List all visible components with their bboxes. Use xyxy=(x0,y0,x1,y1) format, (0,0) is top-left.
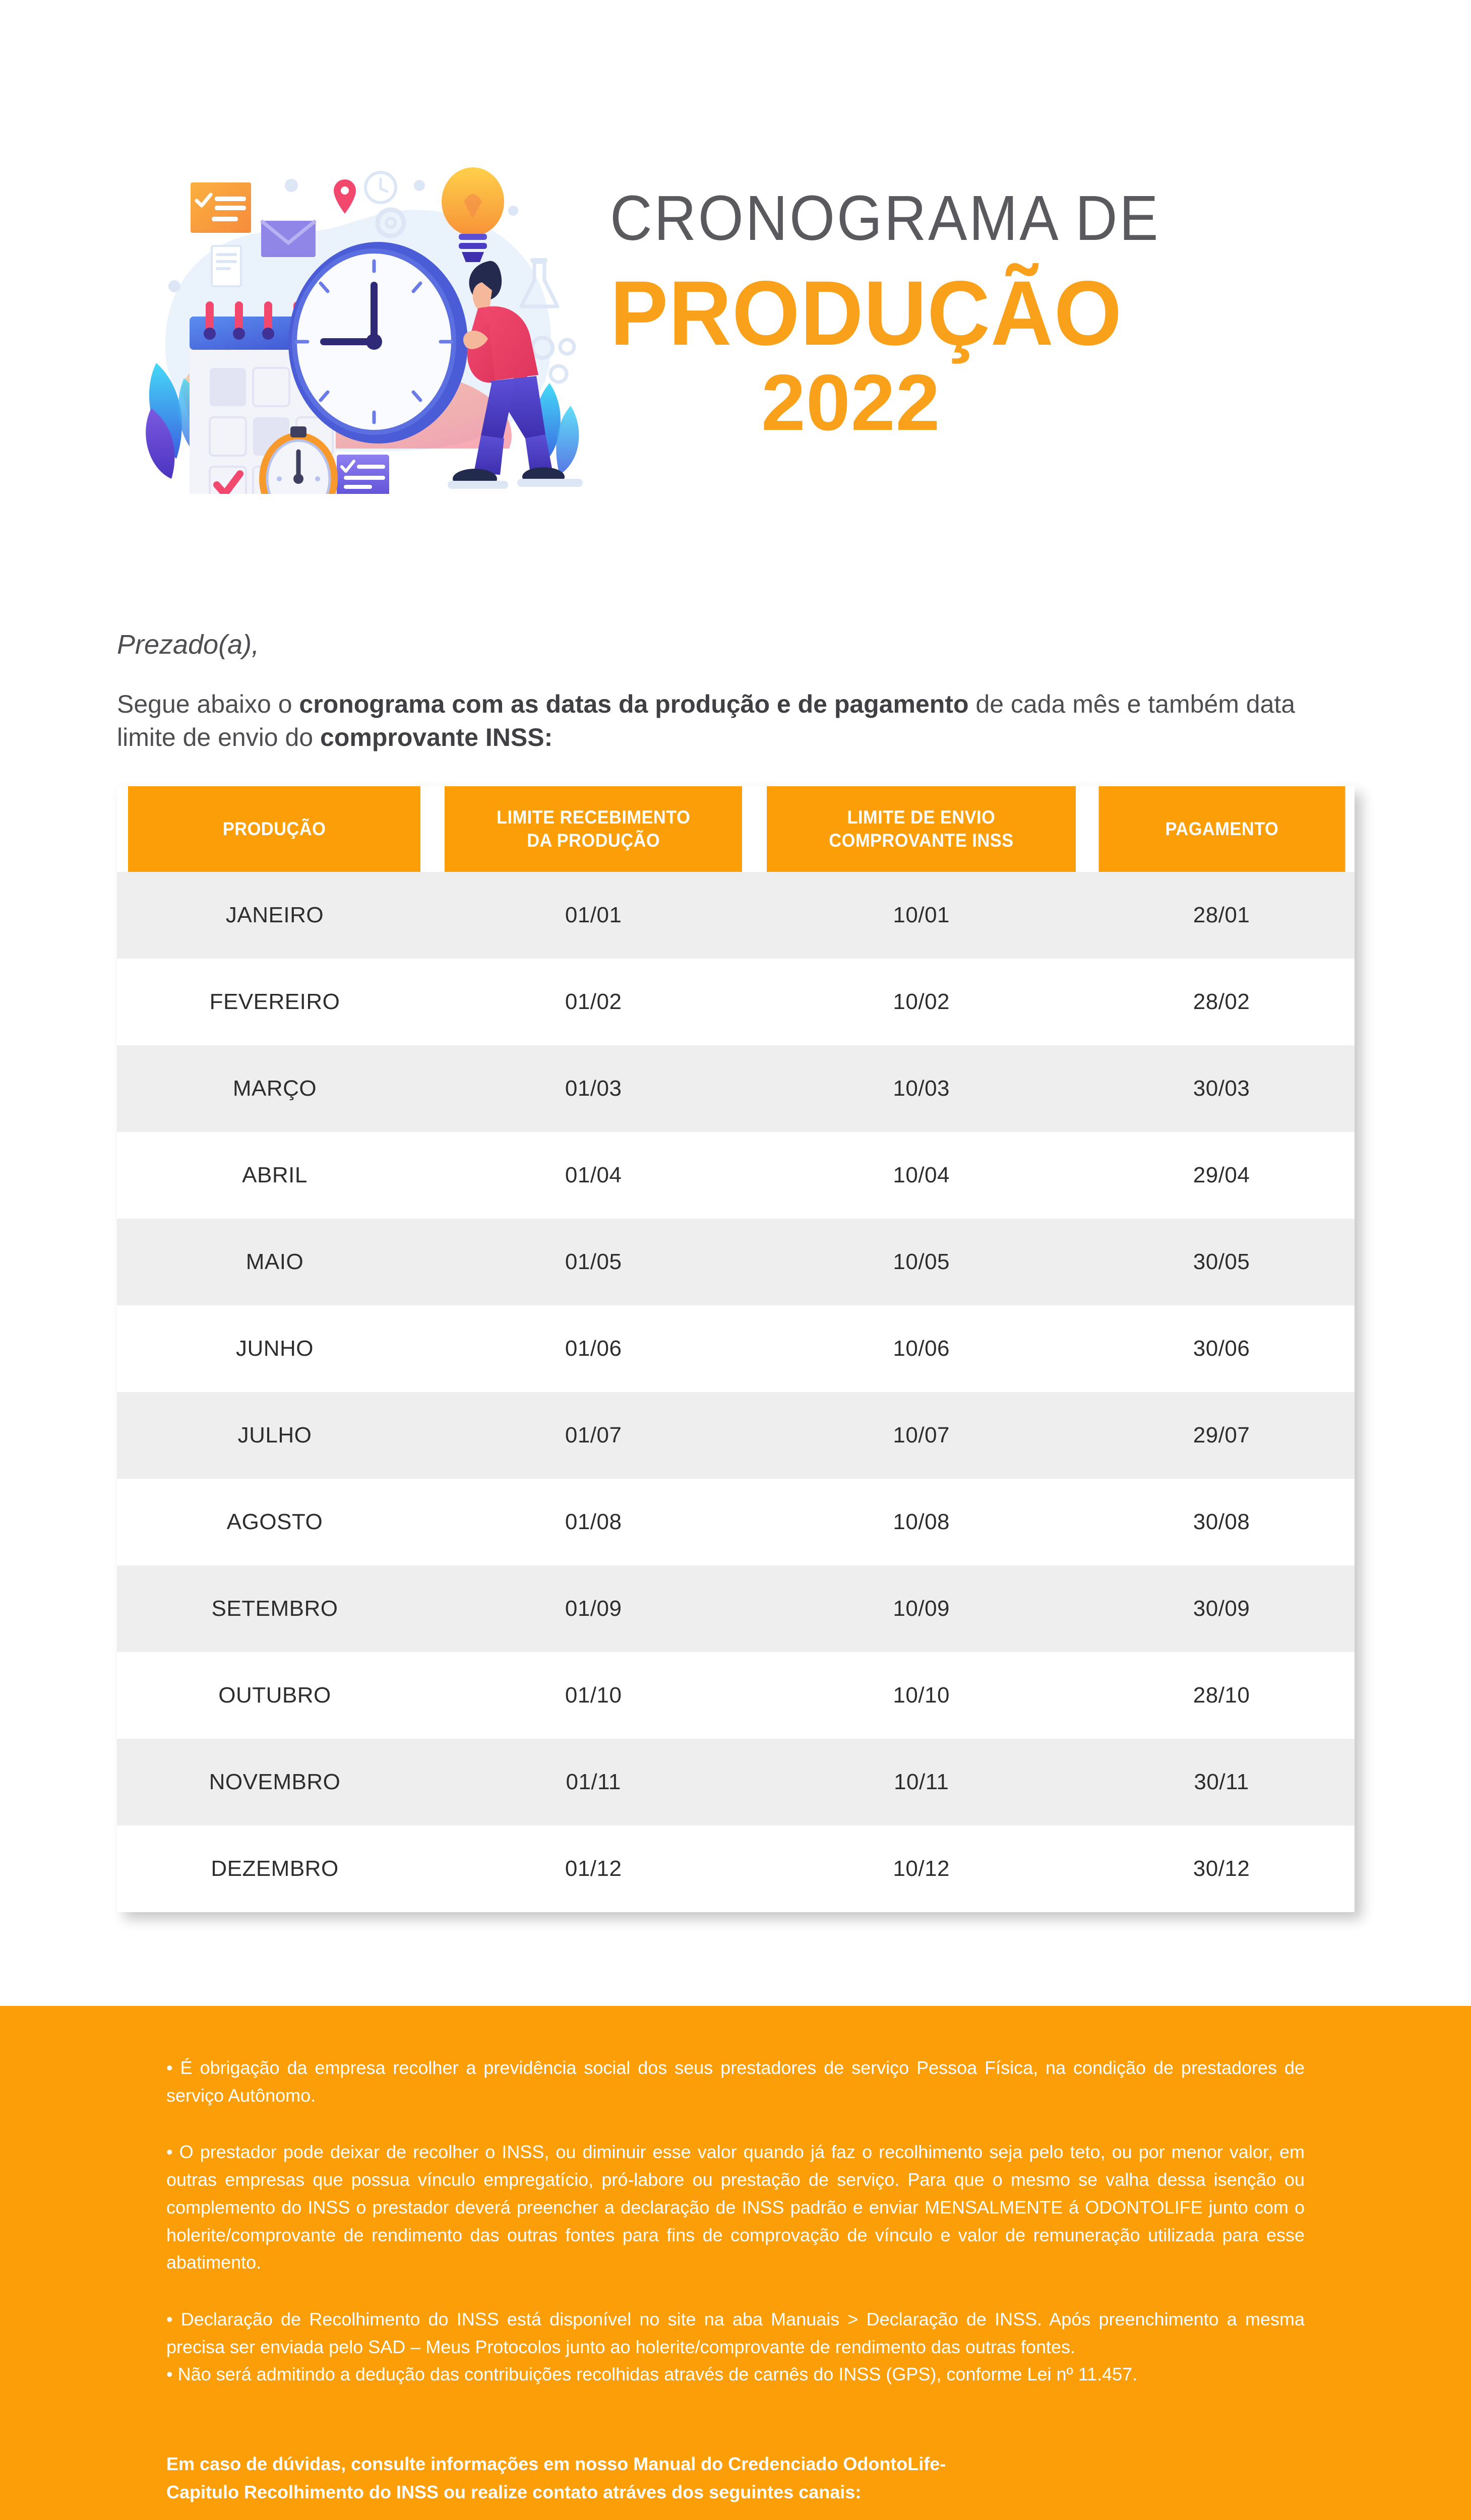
doubts-line-2: Capitulo Recolhimento do INSS ou realize… xyxy=(166,2481,862,2502)
cell-limite-recebimento: 01/11 xyxy=(566,1770,621,1794)
cell-limite-recebimento: 01/12 xyxy=(565,1856,622,1881)
clock-calendar-productivity-illustration xyxy=(136,126,590,538)
cell-limite-envio: 10/07 xyxy=(893,1423,950,1447)
cell-producao: FEVEREIRO xyxy=(209,989,340,1014)
column-header-producao-line1: PRODUÇÃO xyxy=(222,818,326,839)
table-row: JANEIRO 01/01 10/01 28/01 xyxy=(117,872,1355,959)
intro-part2: de cada mês e também data limite de envi… xyxy=(117,690,1296,751)
note-bullet-4: • Não será admitindo a dedução das contr… xyxy=(166,2364,1138,2385)
cell-producao: MAIO xyxy=(246,1249,304,1274)
greeting-text: Prezado(a), xyxy=(117,629,260,660)
cell-limite-recebimento: 01/06 xyxy=(565,1336,622,1361)
cell-producao: JUNHO xyxy=(235,1336,314,1361)
doubts-line-1: Em caso de dúvidas, consulte informações… xyxy=(166,2453,946,2475)
cell-pagamento: 30/12 xyxy=(1193,1856,1250,1881)
intro-section: Prezado(a), Segue abaixo o cronograma co… xyxy=(0,629,1471,754)
cell-pagamento: 30/05 xyxy=(1193,1249,1250,1274)
cell-pagamento: 30/11 xyxy=(1194,1770,1249,1794)
cell-limite-envio: 10/09 xyxy=(893,1596,950,1621)
column-header-pagamento: PAGAMENTO xyxy=(1097,786,1345,872)
column-header-limite-envio: LIMITE DE ENVIO COMPROVANTE INSS xyxy=(766,786,1078,872)
cell-producao: JULHO xyxy=(237,1423,312,1447)
table-header-row: PRODUÇÃO LIMITE RECEBIMENTO DA PRODUÇÃO … xyxy=(117,786,1355,872)
cell-limite-envio: 10/06 xyxy=(893,1336,950,1361)
column-header-limite-envio-line2: COMPROVANTE INSS xyxy=(829,830,1014,851)
cell-limite-recebimento: 01/01 xyxy=(565,903,622,927)
column-header-limite-recebimento-line1: LIMITE RECEBIMENTO xyxy=(496,806,691,828)
cell-limite-recebimento: 01/02 xyxy=(565,989,622,1014)
cell-limite-envio: 10/02 xyxy=(893,989,950,1014)
table-row: JUNHO 01/06 10/06 30/06 xyxy=(117,1305,1355,1392)
note-bullet-2: • O prestador pode deixar de recolher o … xyxy=(166,2141,1305,2273)
cell-pagamento: 28/10 xyxy=(1193,1683,1250,1708)
note-bullet-3: • Declaração de Recolhimento do INSS est… xyxy=(166,2309,1305,2357)
page-header: CRONOGRAMA DE PRODUÇÃO 2022 xyxy=(0,0,1471,620)
cell-limite-envio: 10/01 xyxy=(893,903,950,927)
cell-producao: MARÇO xyxy=(232,1076,317,1101)
cell-limite-recebimento: 01/08 xyxy=(565,1509,622,1534)
cell-limite-envio: 10/04 xyxy=(893,1163,950,1187)
note-bullet-2-block: • O prestador pode deixar de recolher o … xyxy=(166,2138,1305,2277)
cell-pagamento: 30/03 xyxy=(1193,1076,1250,1101)
column-header-producao: PRODUÇÃO xyxy=(128,786,422,872)
cell-limite-recebimento: 01/10 xyxy=(565,1683,622,1708)
column-header-pagamento-line1: PAGAMENTO xyxy=(1165,818,1279,839)
cell-producao: ABRIL xyxy=(242,1163,308,1187)
notes-panel: • É obrigação da empresa recolher a prev… xyxy=(0,2006,1471,2520)
table-row: MAIO 01/05 10/05 30/05 xyxy=(117,1219,1355,1305)
cell-producao: SETEMBRO xyxy=(211,1596,338,1621)
table-row: DEZEMBRO 01/12 10/12 30/12 xyxy=(117,1825,1355,1912)
intro-bold1: cronograma com as datas da produção e de… xyxy=(299,690,969,718)
intro-paragraph: Segue abaixo o cronograma com as datas d… xyxy=(117,687,1354,754)
cell-producao: OUTUBRO xyxy=(218,1683,331,1708)
table-row: FEVEREIRO 01/02 10/02 28/02 xyxy=(117,959,1355,1045)
cell-pagamento: 30/06 xyxy=(1193,1336,1250,1361)
cell-limite-recebimento: 01/05 xyxy=(565,1249,622,1274)
table-body: JANEIRO 01/01 10/01 28/01 FEVEREIRO 01/02 10/0… xyxy=(117,872,1355,1912)
note-bullet-1: • É obrigação da empresa recolher a prev… xyxy=(166,2057,1305,2106)
cell-limite-envio: 10/08 xyxy=(893,1509,950,1534)
cell-limite-envio: 10/05 xyxy=(893,1249,950,1274)
table-row: AGOSTO 01/08 10/08 30/08 xyxy=(117,1479,1355,1565)
table-row: SETEMBRO 01/09 10/09 30/09 xyxy=(117,1565,1355,1652)
cell-pagamento: 30/09 xyxy=(1193,1596,1250,1621)
table-row: JULHO 01/07 10/07 29/07 xyxy=(117,1392,1355,1479)
column-header-limite-envio-line1: LIMITE DE ENVIO xyxy=(847,806,996,828)
column-header-limite-recebimento-line2: DA PRODUÇÃO xyxy=(527,830,660,851)
note-bullet-3-block: • Declaração de Recolhimento do INSS est… xyxy=(166,2306,1305,2388)
cell-producao: NOVEMBRO xyxy=(209,1770,341,1794)
table-row: ABRIL 01/04 10/04 29/04 xyxy=(117,1132,1355,1219)
schedule-table-container: PRODUÇÃO LIMITE RECEBIMENTO DA PRODUÇÃO … xyxy=(117,786,1355,1912)
cell-pagamento: 29/07 xyxy=(1193,1423,1250,1447)
table-row: NOVEMBRO 01/11 10/11 30/11 xyxy=(117,1739,1355,1825)
cell-pagamento: 29/04 xyxy=(1193,1163,1250,1187)
table-row: OUTUBRO 01/10 10/10 28/10 xyxy=(117,1652,1355,1739)
cell-limite-envio: 10/03 xyxy=(893,1076,950,1101)
hero-title-block: CRONOGRAMA DE PRODUÇÃO 2022 xyxy=(610,177,1208,443)
cell-limite-recebimento: 01/09 xyxy=(565,1596,622,1621)
schedule-table: PRODUÇÃO LIMITE RECEBIMENTO DA PRODUÇÃO … xyxy=(117,786,1355,1912)
cell-pagamento: 28/02 xyxy=(1193,989,1250,1014)
cell-producao: DEZEMBRO xyxy=(211,1856,339,1881)
cell-producao: JANEIRO xyxy=(225,903,324,927)
table-header: PRODUÇÃO LIMITE RECEBIMENTO DA PRODUÇÃO … xyxy=(117,786,1355,872)
cell-limite-envio: 10/10 xyxy=(893,1683,950,1708)
cell-pagamento: 28/01 xyxy=(1193,903,1250,927)
cell-producao: AGOSTO xyxy=(226,1509,323,1534)
cell-limite-envio: 10/12 xyxy=(893,1856,950,1881)
cell-limite-recebimento: 01/04 xyxy=(565,1163,622,1187)
table-row: MARÇO 01/03 10/03 30/03 xyxy=(117,1045,1355,1132)
page-title-line2: PRODUÇÃO xyxy=(610,261,1123,364)
cell-pagamento: 30/08 xyxy=(1193,1509,1250,1534)
note-bullet-1-block: • É obrigação da empresa recolher a prev… xyxy=(166,2054,1305,2109)
cell-limite-recebimento: 01/03 xyxy=(565,1076,622,1101)
cell-limite-envio: 10/11 xyxy=(894,1770,949,1794)
page-title-line1: CRONOGRAMA DE xyxy=(610,182,1160,254)
column-header-limite-recebimento: LIMITE RECEBIMENTO DA PRODUÇÃO xyxy=(444,786,744,872)
intro-bold2: comprovante INSS: xyxy=(320,723,553,751)
intro-part1: Segue abaixo o xyxy=(117,690,299,718)
page-title-year: 2022 xyxy=(761,358,941,448)
doubts-block: Em caso de dúvidas, consulte informações… xyxy=(166,2450,1305,2506)
cell-limite-recebimento: 01/07 xyxy=(565,1423,622,1447)
